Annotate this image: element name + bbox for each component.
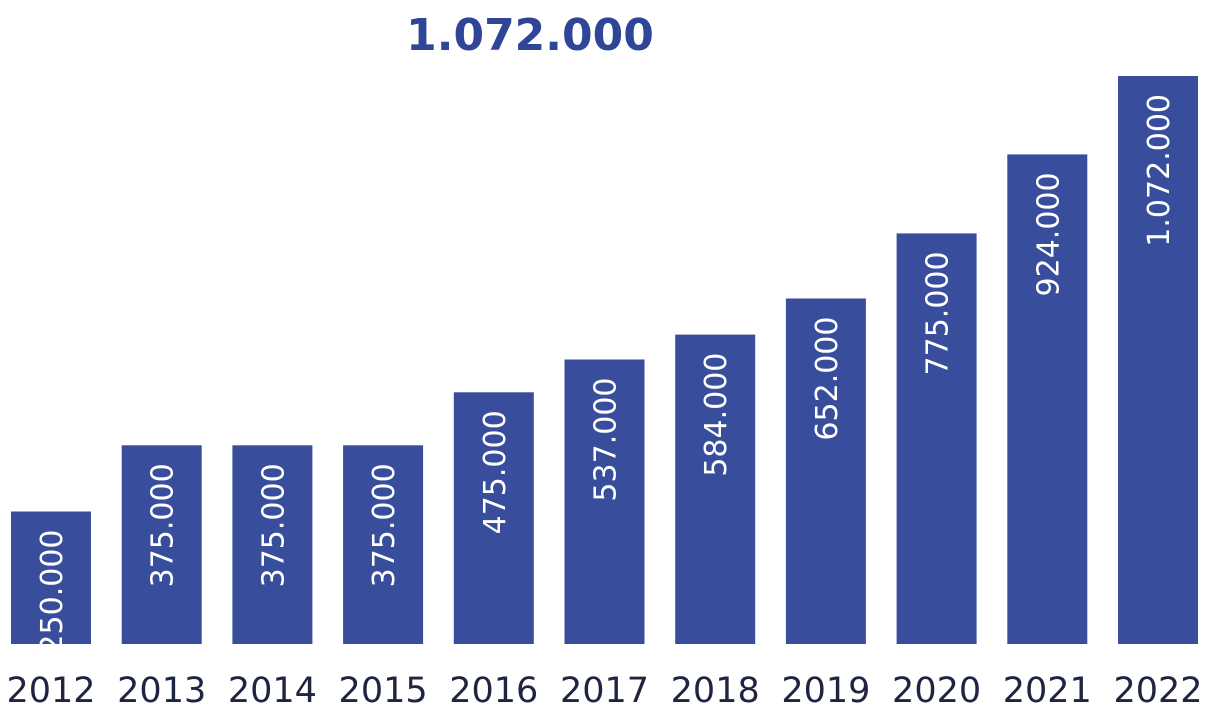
x-axis-ticks: 2012 2013 2014 2015 2016 2017 2018 2019 2020 2021… — [6, 671, 1202, 706]
bar-value-label-2016: 475.000 — [478, 410, 513, 534]
bar-2021 — [1007, 154, 1088, 644]
bar-2014 — [232, 445, 313, 644]
bars-group — [11, 76, 1198, 644]
bar-2016 — [453, 392, 534, 644]
bar-2020 — [896, 233, 977, 644]
bar-2019 — [785, 298, 866, 644]
x-tick-label-2017: 2017 — [560, 671, 649, 706]
x-tick-label-2016: 2016 — [449, 671, 538, 706]
bar-labels-group: 250.000 375.000 375.000 375.000 475.000 537.0… — [35, 94, 1177, 654]
x-tick-label-2015: 2015 — [339, 671, 428, 706]
bar-value-label-2022: 1.072.000 — [1142, 94, 1177, 247]
bar-value-label-2021: 924.000 — [1031, 172, 1066, 296]
bar-2013 — [121, 445, 202, 644]
bar-2018 — [675, 334, 756, 644]
x-tick-label-2020: 2020 — [892, 671, 981, 706]
bar-2022 — [1118, 76, 1198, 644]
x-tick-label-2019: 2019 — [781, 671, 870, 706]
x-tick-label-2013: 2013 — [117, 671, 206, 706]
chart-title: 1.072.000 — [406, 10, 654, 61]
bar-value-label-2014: 375.000 — [256, 463, 291, 587]
bar-2017 — [564, 359, 645, 644]
bar-value-label-2020: 775.000 — [921, 251, 956, 375]
x-tick-label-2022: 2022 — [1113, 671, 1202, 706]
x-tick-label-2014: 2014 — [228, 671, 317, 706]
x-tick-label-2021: 2021 — [1003, 671, 1092, 706]
x-tick-label-2018: 2018 — [671, 671, 760, 706]
bar-value-label-2017: 537.000 — [589, 378, 624, 502]
bar-value-label-2015: 375.000 — [367, 463, 402, 587]
bar-2012 — [11, 511, 91, 644]
bar-value-label-2013: 375.000 — [146, 463, 181, 587]
bar-value-label-2018: 584.000 — [699, 353, 734, 477]
bar-value-label-2019: 652.000 — [810, 317, 845, 441]
bar-2015 — [343, 445, 424, 644]
x-tick-label-2012: 2012 — [6, 671, 95, 706]
bar-value-label-2012: 250.000 — [35, 530, 70, 654]
